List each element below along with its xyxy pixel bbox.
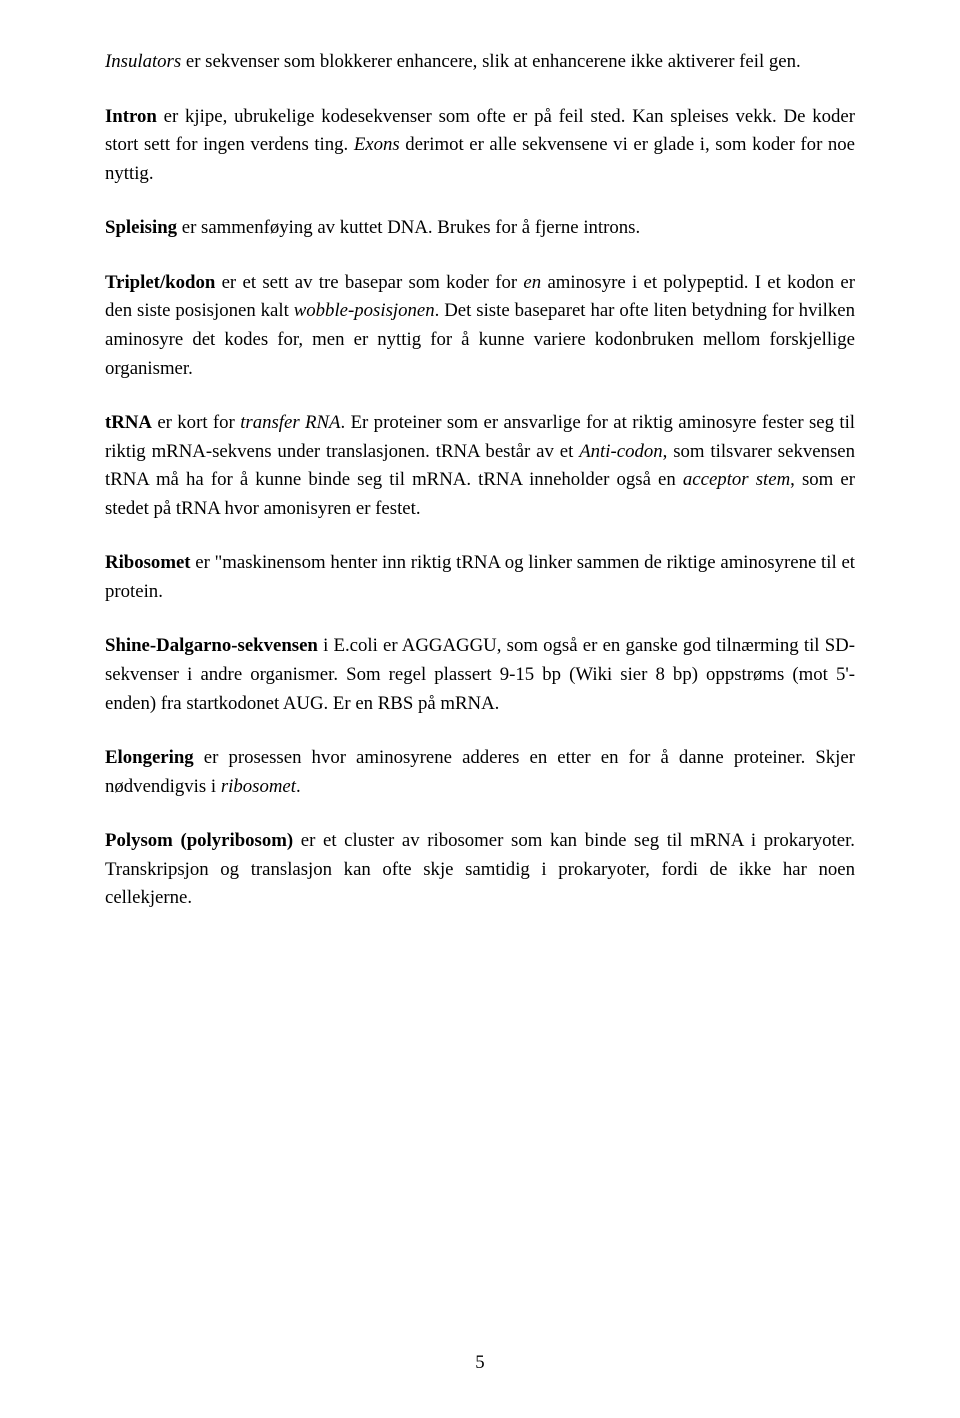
term-acceptor-stem: acceptor stem bbox=[683, 469, 790, 490]
paragraph-polysom: Polysom (polyribosom) er et cluster av r… bbox=[105, 827, 855, 913]
term-elongering: Elongering bbox=[105, 747, 194, 768]
text: er et sett av tre basepar som koder for bbox=[215, 272, 523, 293]
term-insulators: Insulators bbox=[105, 51, 181, 72]
term-exons: Exons bbox=[354, 134, 400, 155]
text: er sekvenser som blokkerer enhancere, sl… bbox=[181, 51, 801, 72]
text: er "maskinensom henter inn riktig tRNA o… bbox=[105, 552, 855, 602]
text: er sammenføying av kuttet DNA. Brukes fo… bbox=[177, 217, 640, 238]
paragraph-trna: tRNA er kort for transfer RNA. Er protei… bbox=[105, 409, 855, 523]
text: er prosessen hvor aminosyrene adderes en… bbox=[105, 747, 855, 797]
term-polysom: Polysom (polyribosom) bbox=[105, 830, 293, 851]
term-wobble: wobble-posisjonen bbox=[294, 300, 435, 321]
paragraph-shine-dalgarno: Shine-Dalgarno-sekvensen i E.coli er AGG… bbox=[105, 632, 855, 718]
page-number: 5 bbox=[0, 1352, 960, 1374]
document-page: Insulators er sekvenser som blokkerer en… bbox=[0, 0, 960, 1418]
term-transfer-rna: transfer RNA bbox=[240, 412, 340, 433]
term-shine-dalgarno: Shine-Dalgarno-sekvensen bbox=[105, 635, 318, 656]
term-en: en bbox=[523, 272, 541, 293]
term-trna: tRNA bbox=[105, 412, 152, 433]
term-spleising: Spleising bbox=[105, 217, 177, 238]
paragraph-spleising: Spleising er sammenføying av kuttet DNA.… bbox=[105, 214, 855, 243]
paragraph-triplet-kodon: Triplet/kodon er et sett av tre basepar … bbox=[105, 269, 855, 383]
term-ribosomet: Ribosomet bbox=[105, 552, 191, 573]
paragraph-ribosomet: Ribosomet er "maskinensom henter inn rik… bbox=[105, 549, 855, 606]
paragraph-intron: Intron er kjipe, ubrukelige kodesekvense… bbox=[105, 103, 855, 189]
term-triplet-kodon: Triplet/kodon bbox=[105, 272, 215, 293]
term-ribosomet-italic: ribosomet bbox=[221, 776, 296, 797]
paragraph-elongering: Elongering er prosessen hvor aminosyrene… bbox=[105, 744, 855, 801]
text: . bbox=[296, 776, 301, 797]
term-anti-codon: Anti-codon bbox=[579, 441, 662, 462]
paragraph-insulators: Insulators er sekvenser som blokkerer en… bbox=[105, 48, 855, 77]
text: er kort for bbox=[152, 412, 240, 433]
term-intron: Intron bbox=[105, 106, 157, 127]
